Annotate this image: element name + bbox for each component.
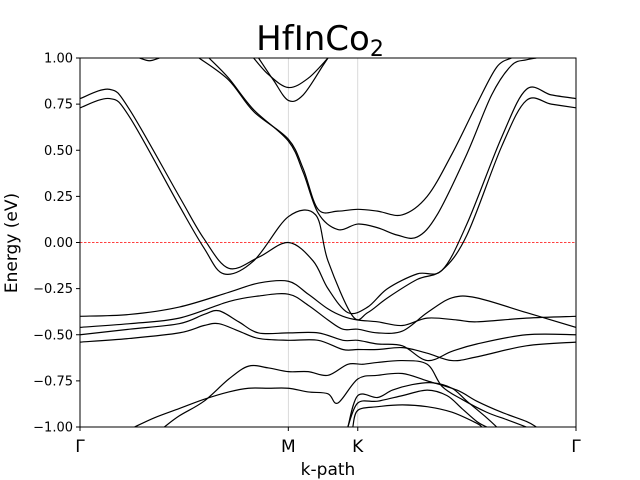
band-line [80,309,576,362]
band-line [198,58,512,217]
y-tick-label: −1.00 [33,421,73,436]
band-line [208,58,537,239]
band-line [347,389,488,427]
kpoint-label: Γ [571,437,581,457]
band-line [352,404,483,427]
band-line [253,58,329,89]
band-line [134,372,537,427]
y-tick-label: 0.00 [44,236,73,251]
band-line [80,279,576,327]
kpoint-label: Γ [75,437,85,457]
y-tick-label: 0.50 [44,144,73,159]
band-line [139,58,160,62]
band-line [258,58,329,103]
kpoint-label: M [281,437,296,457]
y-tick-label: 0.25 [44,190,73,205]
band-line [80,322,576,362]
x-axis-label: k-path [301,460,356,480]
band-line [347,381,498,427]
y-tick-label: 0.75 [44,98,73,113]
y-tick-label: −0.50 [33,328,73,343]
band-line [80,97,576,321]
band-line [80,86,576,315]
y-axis-ticks: −1.00 −0.75 −0.50 −0.25 0.00 0.25 0.50 0.75 1.00 [33,52,80,436]
y-tick-label: −0.75 [33,374,73,389]
band-line [163,359,527,427]
chart-title: HfInCo2 [256,19,384,62]
y-axis-label: Energy (eV) [2,193,22,293]
kpoint-label: K [352,437,364,457]
y-tick-label: −0.25 [33,282,73,297]
band-line [80,293,576,334]
chart-title-main: HfInCo [256,19,370,59]
bands [80,58,576,427]
y-tick-label: 1.00 [44,52,73,67]
chart-title-subscript: 2 [370,37,384,62]
